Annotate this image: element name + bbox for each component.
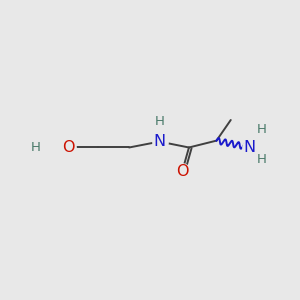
Text: H: H	[257, 123, 267, 136]
Text: H: H	[154, 116, 164, 128]
Text: H: H	[31, 141, 41, 154]
Text: O: O	[176, 164, 188, 178]
Text: N: N	[244, 140, 256, 155]
Text: H: H	[257, 153, 267, 166]
Text: O: O	[62, 140, 74, 155]
Text: N: N	[153, 134, 166, 149]
